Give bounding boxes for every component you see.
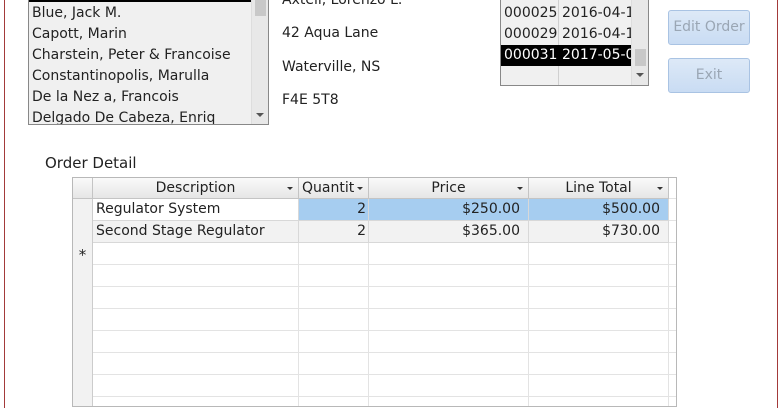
column-line: [298, 178, 299, 406]
order-date[interactable]: 2016-04-1: [562, 26, 635, 42]
sort-arrow: [517, 187, 523, 190]
customer-listbox[interactable]: Blue, Jack M. Capott, Marin Charstein, P…: [28, 0, 269, 125]
scroll-thumb[interactable]: [635, 49, 646, 66]
address-name: Axtell, Lorenzo L.: [282, 0, 403, 8]
customer-item[interactable]: De la Nez a, Francois: [32, 89, 179, 105]
column-divider: [558, 0, 559, 85]
selected-item-edge: [29, 0, 251, 2]
cell[interactable]: $365.00: [369, 221, 529, 243]
column-header[interactable]: Quantit: [299, 178, 369, 199]
cell[interactable]: 2: [299, 221, 369, 243]
edit-order-button[interactable]: Edit Order: [668, 10, 750, 45]
scrollbar[interactable]: [631, 0, 648, 85]
scrollbar[interactable]: [251, 0, 268, 124]
address-city: Waterville, NS: [282, 59, 381, 75]
sort-arrow: [657, 187, 663, 190]
scroll-down[interactable]: [256, 113, 264, 117]
customer-item[interactable]: Blue, Jack M.: [32, 5, 122, 21]
cell[interactable]: $500.00: [529, 199, 669, 221]
header-text: Price: [431, 180, 466, 196]
selected-row: [501, 45, 631, 66]
form-frame: [4, 0, 778, 408]
cell[interactable]: Regulator System: [93, 199, 299, 221]
select-all[interactable]: [73, 178, 93, 199]
customer-item[interactable]: Capott, Marin: [32, 26, 127, 42]
column-line: [368, 178, 369, 406]
sort-arrow: [357, 187, 363, 190]
order-number[interactable]: 000031: [504, 47, 558, 63]
column-header[interactable]: Description: [93, 178, 299, 199]
column-line: [668, 178, 669, 406]
scroll-down[interactable]: [636, 73, 644, 77]
address-postal: F4E 5T8: [282, 92, 339, 108]
exit-button[interactable]: Exit: [668, 58, 750, 93]
column-line: [528, 178, 529, 406]
order-date[interactable]: 2016-04-1: [562, 5, 635, 21]
order-detail-label: Order Detail: [45, 154, 137, 172]
orders-listbox[interactable]: 000025 2016-04-1 000029 2016-04-1 000031…: [500, 0, 649, 86]
column-header[interactable]: Line Total: [529, 178, 669, 199]
order-number[interactable]: 000025: [504, 5, 558, 21]
order-date[interactable]: 2017-05-0: [562, 47, 635, 63]
scroll-thumb[interactable]: [255, 0, 266, 16]
cell[interactable]: $730.00: [529, 221, 669, 243]
cell[interactable]: $250.00: [369, 199, 529, 221]
column-header[interactable]: Price: [369, 178, 529, 199]
order-number[interactable]: 000029: [504, 26, 558, 42]
address-street: 42 Aqua Lane: [282, 25, 379, 41]
customer-item[interactable]: Charstein, Peter & Francoise: [32, 47, 231, 63]
order-detail-datasheet: Description Quantit Price Line Total Reg…: [72, 177, 677, 407]
sort-arrow: [287, 187, 293, 190]
cell[interactable]: Second Stage Regulator: [93, 221, 299, 243]
cell[interactable]: 2: [299, 199, 369, 221]
customer-item[interactable]: Delgado De Cabeza, Enriq: [32, 110, 216, 125]
customer-item[interactable]: Constantinopolis, Marulla: [32, 68, 210, 84]
record-selector-column: [73, 199, 93, 406]
header-text: Quantit: [302, 180, 355, 196]
header-text: Line Total: [565, 180, 632, 196]
new-row-marker: *: [78, 246, 87, 264]
header-text: Description: [155, 180, 236, 196]
